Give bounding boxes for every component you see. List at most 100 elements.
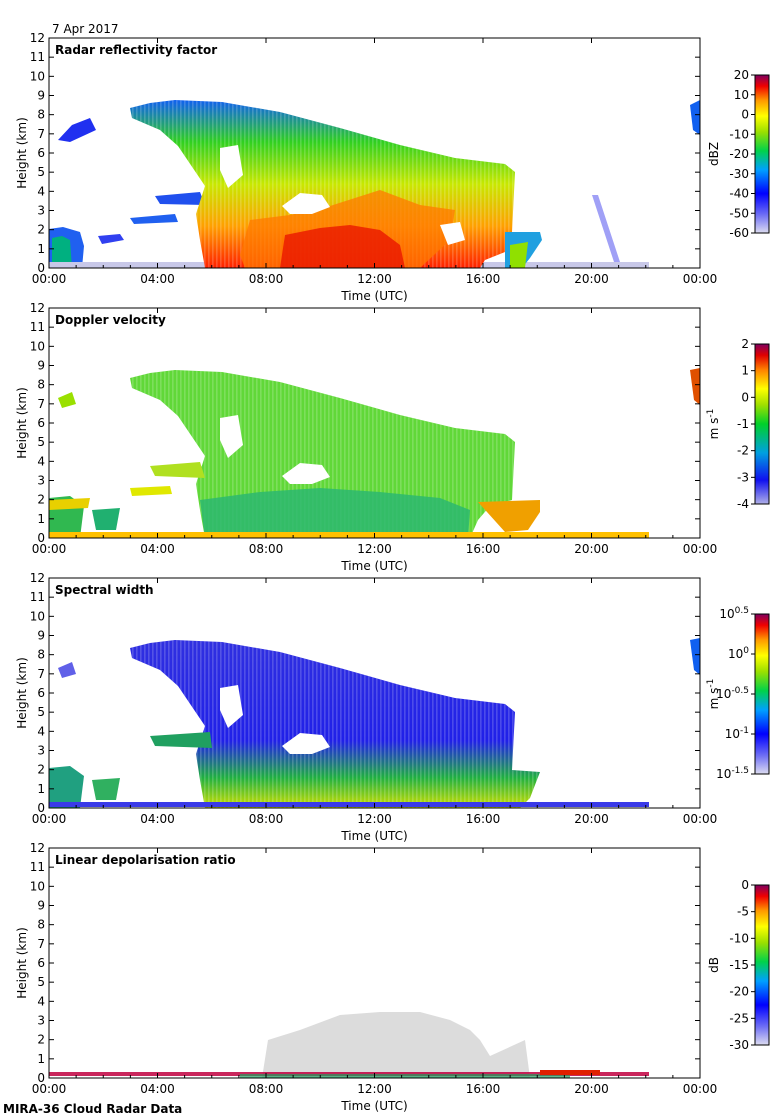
x-tick-label: 08:00 — [249, 272, 284, 286]
colorbar-tick-label: 10-0.5 — [716, 686, 749, 701]
refl-virga — [592, 195, 620, 262]
ldr-cloud — [262, 1012, 530, 1078]
y-tick-label: 5 — [37, 435, 45, 449]
y-tick-label: 0 — [37, 531, 45, 545]
colorbar-tick-label: -3 — [737, 470, 749, 484]
spec-low-fragment — [92, 778, 120, 800]
velocity-data — [49, 368, 700, 538]
panel-spectral — [49, 638, 700, 808]
colorbar-tick-label: -20 — [729, 985, 749, 999]
footer-label: MIRA-36 Cloud Radar Data — [3, 1102, 182, 1116]
colorbar-tick-label: 10 — [734, 88, 749, 102]
colorbar-label: m s-1 — [706, 409, 721, 440]
y-tick-label: 1 — [37, 782, 45, 796]
y-axis-label: Height (km) — [15, 117, 29, 188]
y-tick-label: 4 — [37, 184, 45, 198]
x-tick-label: 00:00 — [683, 272, 718, 286]
y-tick-label: 10 — [30, 69, 45, 83]
ldr-surface-green — [240, 1074, 570, 1078]
colorbar-tick-label: -10 — [729, 931, 749, 945]
x-tick-label: 04:00 — [140, 1082, 175, 1096]
panel-title: Radar reflectivity factor — [55, 43, 217, 57]
x-axis-label: Time (UTC) — [340, 829, 407, 843]
refl-trailing-core — [510, 242, 528, 268]
y-tick-label: 3 — [37, 1014, 45, 1028]
y-tick-label: 8 — [37, 378, 45, 392]
panel-title: Linear depolarisation ratio — [55, 853, 236, 867]
y-tick-label: 11 — [30, 590, 45, 604]
colorbar-tick-label: -40 — [729, 187, 749, 201]
spec-low-cloud — [49, 766, 84, 808]
refl-fragment — [98, 234, 124, 244]
y-tick-label: 0 — [37, 801, 45, 815]
refl-low-core — [52, 236, 72, 268]
y-tick-label: 9 — [37, 629, 45, 643]
spec-hole2 — [220, 685, 243, 728]
ldr-surface-red — [540, 1070, 600, 1075]
x-tick-label: 20:00 — [574, 812, 609, 826]
y-tick-label: 10 — [30, 339, 45, 353]
y-tick-label: 3 — [37, 744, 45, 758]
colorbar-tick-label: -20 — [729, 147, 749, 161]
y-tick-label: 7 — [37, 667, 45, 681]
y-tick-label: 12 — [30, 571, 45, 585]
y-tick-label: 12 — [30, 301, 45, 315]
x-tick-label: 16:00 — [466, 542, 501, 556]
y-tick-label: 12 — [30, 31, 45, 45]
x-tick-label: 00:00 — [32, 1082, 67, 1096]
refl-high-fragment — [58, 118, 96, 142]
refl-layer-5km — [155, 192, 205, 205]
vel-right-edge — [690, 368, 700, 405]
spec-right-edge — [690, 638, 700, 675]
y-tick-label: 5 — [37, 705, 45, 719]
x-tick-label: 12:00 — [357, 272, 392, 286]
colorbar — [754, 613, 770, 775]
spectral-data — [49, 638, 700, 808]
colorbar-tick-label: 2 — [741, 337, 749, 351]
y-axis-label: Height (km) — [15, 387, 29, 458]
vel-hole2 — [220, 415, 243, 458]
y-tick-label: 11 — [30, 50, 45, 64]
y-tick-label: 2 — [37, 493, 45, 507]
colorbar-tick-label: -5 — [737, 905, 749, 919]
y-tick-label: 2 — [37, 1033, 45, 1047]
y-tick-label: 9 — [37, 899, 45, 913]
y-tick-label: 7 — [37, 397, 45, 411]
ldr-data — [49, 1012, 649, 1078]
colorbar-label: dBZ — [707, 142, 721, 166]
x-tick-label: 00:00 — [32, 812, 67, 826]
colorbar — [754, 74, 770, 234]
colorbar-tick-label: 0 — [741, 878, 749, 892]
x-tick-label: 20:00 — [574, 1082, 609, 1096]
y-tick-label: 3 — [37, 474, 45, 488]
vel-layer-4km — [150, 462, 205, 478]
reflectivity-data — [49, 100, 700, 268]
x-tick-label: 00:00 — [32, 272, 67, 286]
colorbar-tick-label: -30 — [729, 167, 749, 181]
y-tick-label: 11 — [30, 320, 45, 334]
colorbar-tick-label: -10 — [729, 127, 749, 141]
x-tick-label: 16:00 — [466, 812, 501, 826]
y-tick-label: 11 — [30, 860, 45, 874]
colorbar-tick-label: -50 — [729, 206, 749, 220]
y-tick-label: 4 — [37, 724, 45, 738]
colorbar-tick-label: 0 — [741, 390, 749, 404]
y-tick-label: 6 — [37, 146, 45, 160]
y-tick-label: 0 — [37, 1071, 45, 1085]
x-tick-label: 12:00 — [357, 812, 392, 826]
y-tick-label: 1 — [37, 242, 45, 256]
spec-streaks — [130, 640, 540, 808]
spec-hole — [282, 733, 330, 754]
y-tick-label: 7 — [37, 937, 45, 951]
spec-surface — [49, 802, 649, 807]
vel-layer-2p5 — [130, 486, 172, 496]
refl-core-max — [280, 225, 405, 268]
date-label: 7 Apr 2017 — [52, 22, 119, 36]
x-tick-label: 12:00 — [357, 542, 392, 556]
y-tick-label: 1 — [37, 1052, 45, 1066]
refl-hole — [282, 193, 330, 214]
